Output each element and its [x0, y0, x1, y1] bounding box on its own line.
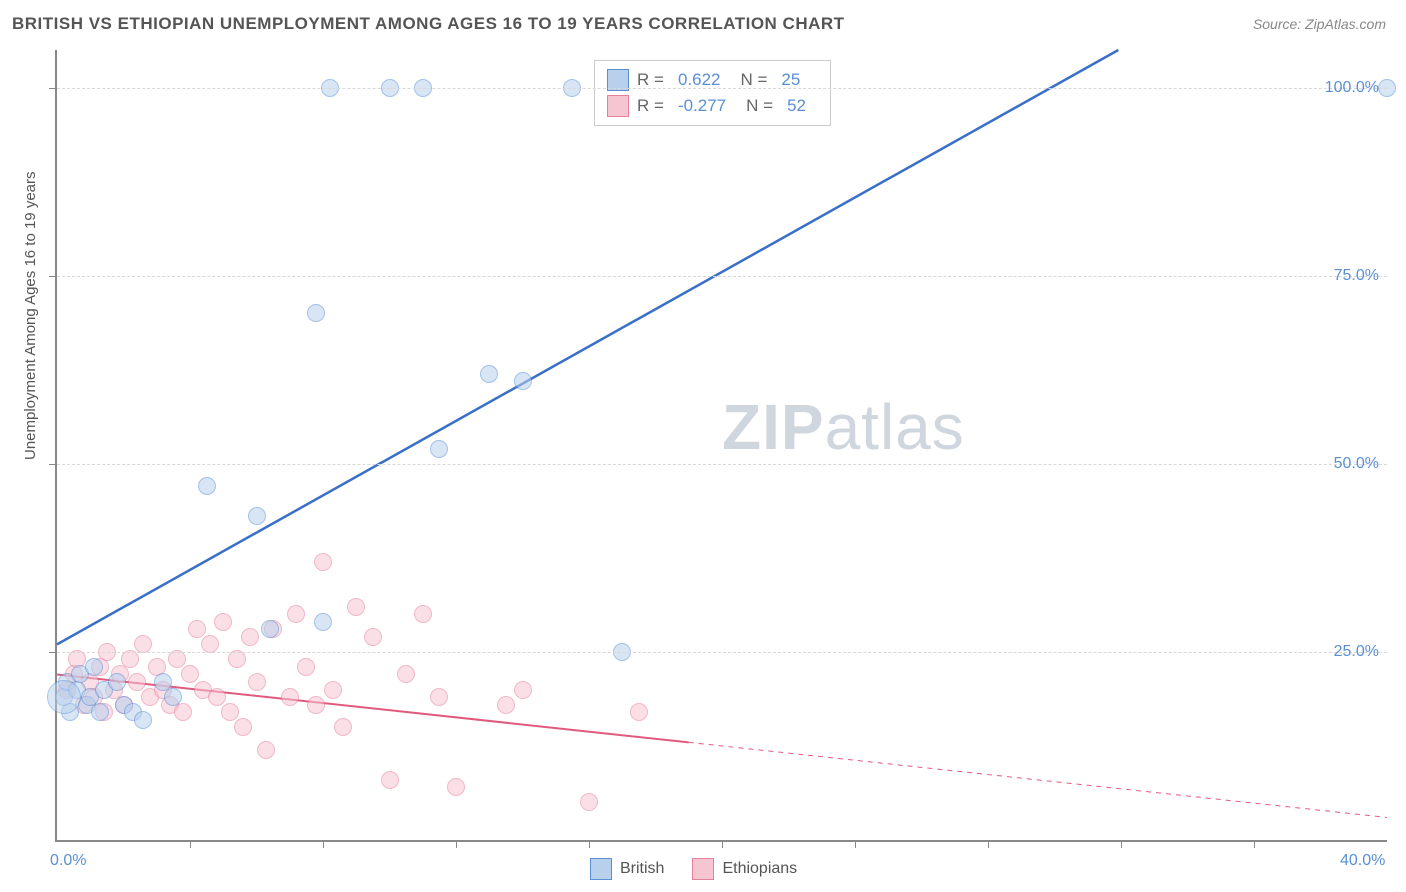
point-ethiopians: [234, 718, 252, 736]
x-tick: [589, 840, 590, 848]
source-attribution: Source: ZipAtlas.com: [1253, 16, 1386, 32]
y-tick: [49, 276, 57, 277]
point-ethiopians: [497, 696, 515, 714]
point-ethiopians: [381, 771, 399, 789]
legend-label-ethiopians: Ethiopians: [722, 860, 797, 878]
x-tick: [323, 840, 324, 848]
gridline-h: [57, 652, 1387, 653]
point-ethiopians: [241, 628, 259, 646]
r-value-ethiopians: -0.277: [678, 96, 726, 116]
point-british: [164, 688, 182, 706]
point-ethiopians: [314, 553, 332, 571]
point-ethiopians: [174, 703, 192, 721]
legend-correlation-box: R = 0.622 N = 25 R = -0.277 N = 52: [594, 60, 831, 126]
point-british: [85, 658, 103, 676]
point-ethiopians: [221, 703, 239, 721]
n-label: N =: [746, 96, 773, 116]
x-tick: [190, 840, 191, 848]
chart-title: BRITISH VS ETHIOPIAN UNEMPLOYMENT AMONG …: [12, 14, 845, 34]
point-ethiopians: [248, 673, 266, 691]
x-tick: [855, 840, 856, 848]
point-british-large: [47, 680, 81, 714]
legend-swatch-ethiopians: [692, 858, 714, 880]
x-axis-min-label: 0.0%: [50, 852, 86, 870]
point-british: [480, 365, 498, 383]
point-ethiopians: [334, 718, 352, 736]
point-ethiopians: [397, 665, 415, 683]
legend-series: British Ethiopians: [590, 858, 797, 880]
x-tick: [1254, 840, 1255, 848]
point-british: [134, 711, 152, 729]
point-british: [91, 703, 109, 721]
legend-item-british: British: [590, 858, 664, 880]
trend-line: [57, 50, 1118, 644]
legend-swatch-ethiopians: [607, 95, 629, 117]
point-ethiopians: [281, 688, 299, 706]
chart-container: BRITISH VS ETHIOPIAN UNEMPLOYMENT AMONG …: [0, 0, 1406, 892]
point-british: [307, 304, 325, 322]
legend-item-ethiopians: Ethiopians: [692, 858, 797, 880]
gridline-h: [57, 464, 1387, 465]
point-ethiopians: [430, 688, 448, 706]
point-british: [198, 477, 216, 495]
legend-label-british: British: [620, 860, 664, 878]
point-british: [261, 620, 279, 638]
r-label: R =: [637, 96, 664, 116]
point-ethiopians: [297, 658, 315, 676]
point-ethiopians: [287, 605, 305, 623]
point-british: [248, 507, 266, 525]
point-ethiopians: [307, 696, 325, 714]
point-ethiopians: [134, 635, 152, 653]
gridline-h: [57, 88, 1387, 89]
trend-lines-svg: [57, 50, 1387, 840]
legend-row-british: R = 0.622 N = 25: [607, 67, 818, 93]
point-ethiopians: [347, 598, 365, 616]
point-ethiopians: [214, 613, 232, 631]
plot-area: ZIPatlas R = 0.622 N = 25 R = -0.277 N =…: [55, 50, 1387, 842]
point-ethiopians: [228, 650, 246, 668]
y-tick-label: 50.0%: [1334, 455, 1379, 473]
point-ethiopians: [201, 635, 219, 653]
point-ethiopians: [514, 681, 532, 699]
legend-swatch-british: [590, 858, 612, 880]
point-ethiopians: [257, 741, 275, 759]
x-tick: [1121, 840, 1122, 848]
y-tick-label: 100.0%: [1325, 79, 1379, 97]
point-ethiopians: [128, 673, 146, 691]
y-tick: [49, 464, 57, 465]
point-ethiopians: [447, 778, 465, 796]
point-ethiopians: [630, 703, 648, 721]
point-ethiopians: [181, 665, 199, 683]
point-british: [514, 372, 532, 390]
y-tick-label: 25.0%: [1334, 643, 1379, 661]
x-tick: [988, 840, 989, 848]
x-tick: [722, 840, 723, 848]
n-value-ethiopians: 52: [787, 96, 806, 116]
point-british: [108, 673, 126, 691]
point-ethiopians: [208, 688, 226, 706]
x-tick: [456, 840, 457, 848]
gridline-h: [57, 276, 1387, 277]
point-british: [314, 613, 332, 631]
point-ethiopians: [580, 793, 598, 811]
y-tick: [49, 652, 57, 653]
y-tick-label: 75.0%: [1334, 267, 1379, 285]
point-ethiopians: [364, 628, 382, 646]
point-ethiopians: [188, 620, 206, 638]
point-ethiopians: [168, 650, 186, 668]
trend-line: [689, 742, 1387, 817]
y-axis-label: Unemployment Among Ages 16 to 19 years: [22, 171, 39, 460]
point-ethiopians: [121, 650, 139, 668]
x-axis-max-label: 40.0%: [1340, 852, 1385, 870]
point-ethiopians: [414, 605, 432, 623]
y-tick: [49, 88, 57, 89]
legend-row-ethiopians: R = -0.277 N = 52: [607, 93, 818, 119]
point-ethiopians: [324, 681, 342, 699]
point-british: [430, 440, 448, 458]
trend-line: [57, 674, 689, 742]
